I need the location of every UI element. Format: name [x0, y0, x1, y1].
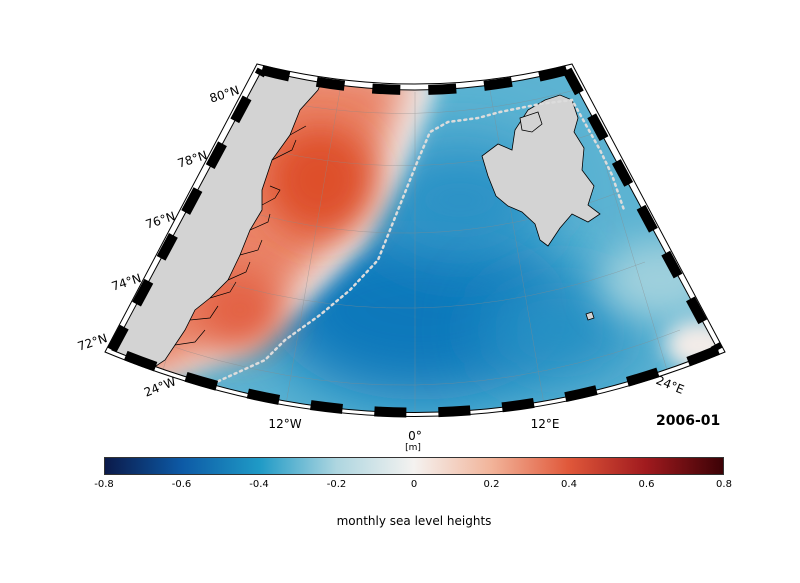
svalbard-land [481, 94, 601, 247]
colorbar [104, 457, 724, 475]
bjornoya-land [585, 311, 595, 321]
map-frame [104, 63, 726, 418]
colorbar-tick: -0.2 [326, 479, 347, 490]
colorbar-tick: 0.8 [716, 479, 732, 490]
colorbar-tick: -0.4 [249, 479, 269, 490]
ice-edge-line [158, 98, 626, 397]
date-label: 2006-01 [656, 413, 721, 429]
colorbar-tick: 0.6 [638, 479, 655, 490]
lon-label-0: 0° [408, 429, 422, 443]
lon-label-12w: 12°W [268, 417, 302, 431]
nordaustlandet-land [519, 111, 543, 133]
colorbar-tick: -0.8 [94, 479, 114, 490]
colorbar-tick: 0 [410, 479, 418, 490]
colorbar-title: monthly sea level heights [336, 514, 492, 528]
greenland-fjords [174, 125, 307, 346]
colorbar-tick: -0.6 [171, 479, 192, 490]
colorbar-tick: 0.4 [561, 479, 577, 490]
colorbar-tick: 0.2 [483, 479, 500, 490]
colorbar-unit: [m] [405, 443, 421, 453]
lon-label-12e: 12°E [530, 417, 560, 431]
negative-anomaly-east [480, 280, 640, 380]
positive-anomaly-core [265, 125, 375, 235]
